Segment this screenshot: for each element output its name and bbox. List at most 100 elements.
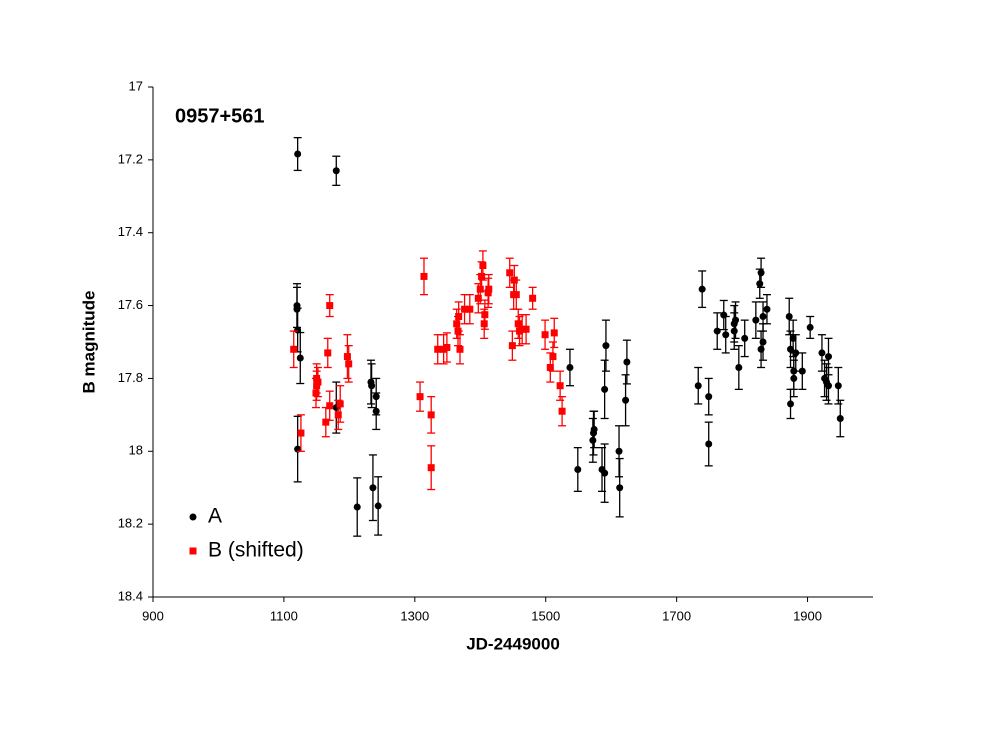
legend-marker [189,547,197,555]
point [485,285,493,293]
point [312,389,320,397]
point [294,326,302,334]
point [757,269,765,277]
point [792,349,800,357]
point [694,382,702,390]
point [326,402,334,410]
point [368,382,376,390]
point [824,353,832,361]
point [336,400,344,408]
point [623,358,631,366]
point [369,484,377,492]
point [798,367,806,375]
point [353,503,361,511]
point [806,323,814,331]
point [759,338,767,346]
point [834,382,842,390]
point [590,425,598,433]
point [334,411,342,419]
point [474,294,482,302]
point [455,313,463,320]
point [453,320,461,328]
x-tick-label: 1100 [270,608,298,623]
point [508,342,516,350]
point [541,331,549,339]
x-axis-title: JD-2449000 [466,634,560,653]
point [602,342,610,350]
point [823,378,831,386]
point [785,313,793,320]
x-tick-label: 1700 [662,608,691,623]
annotation: 0957+561 [175,105,265,127]
point [480,320,488,328]
point [730,327,738,335]
point [549,353,557,361]
x-tick-label: 1900 [793,608,822,623]
y-tick-label: 17.2 [118,151,143,166]
point [698,285,706,293]
point [476,285,484,293]
point [615,447,623,455]
point [741,334,749,342]
point [763,305,771,313]
point [343,353,351,361]
point [601,469,609,477]
point [372,407,380,415]
point [574,466,582,473]
point [293,305,301,313]
x-tick-label: 900 [142,608,164,623]
point [420,272,428,280]
point [522,325,530,333]
point [818,349,826,357]
point [479,262,487,269]
y-axis-title: B magnitude [79,291,98,394]
point [752,316,760,324]
legend-label: B (shifted) [208,539,304,562]
point [374,502,382,510]
point [466,305,474,313]
point [514,320,522,328]
point [713,327,721,335]
point [759,313,767,320]
legend-marker [189,513,197,521]
point [722,331,730,339]
point [416,393,424,401]
point [546,364,554,371]
y-tick-label: 18.4 [118,588,143,603]
point [484,289,492,297]
point [756,280,764,288]
y-tick-label: 18.2 [118,516,143,531]
legend-label: A [208,505,222,528]
point [324,349,332,357]
y-tick-label: 17.4 [118,224,143,239]
point [589,436,597,444]
point [512,291,520,299]
point [326,302,334,310]
point [443,343,451,351]
point [427,411,435,419]
point [550,329,558,337]
point [297,429,305,437]
x-tick-label: 1500 [531,608,560,623]
point [787,400,795,408]
point [322,418,330,426]
point [529,294,537,302]
point [456,345,464,353]
point [434,345,442,353]
point [566,364,574,371]
point [332,167,340,175]
point [616,484,624,492]
point [313,382,321,390]
point [506,269,514,277]
y-tick-label: 17.8 [118,370,143,385]
point [787,345,795,353]
point [314,378,322,386]
point [705,393,713,401]
point [558,407,566,415]
point [601,385,609,393]
point [294,150,302,158]
point [789,334,797,342]
point [732,316,740,324]
y-tick-label: 17.6 [118,297,143,312]
